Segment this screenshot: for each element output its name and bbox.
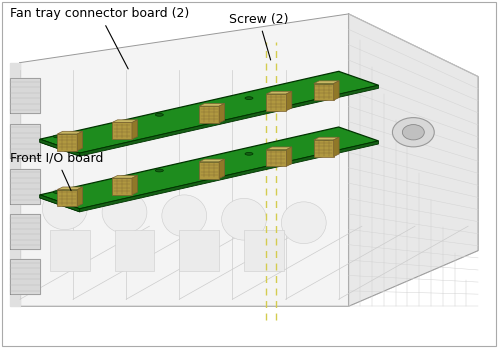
Bar	[179, 230, 219, 271]
Text: Fan tray connector board (2): Fan tray connector board (2)	[10, 7, 189, 69]
Polygon shape	[219, 103, 225, 123]
Polygon shape	[219, 159, 225, 179]
Polygon shape	[10, 214, 40, 249]
Ellipse shape	[322, 141, 330, 143]
Polygon shape	[314, 81, 339, 84]
Polygon shape	[10, 259, 40, 294]
Polygon shape	[40, 139, 80, 156]
Polygon shape	[286, 147, 292, 166]
Polygon shape	[266, 94, 286, 111]
Polygon shape	[314, 137, 339, 140]
Bar	[115, 230, 154, 271]
Polygon shape	[199, 159, 225, 162]
Polygon shape	[40, 127, 378, 209]
Polygon shape	[314, 140, 334, 157]
Polygon shape	[57, 134, 77, 151]
Polygon shape	[112, 175, 137, 178]
Polygon shape	[80, 141, 378, 212]
Polygon shape	[132, 175, 137, 195]
Polygon shape	[80, 85, 378, 156]
Polygon shape	[40, 195, 80, 212]
Polygon shape	[40, 71, 378, 153]
Circle shape	[402, 125, 424, 140]
Ellipse shape	[53, 191, 61, 193]
Polygon shape	[10, 169, 40, 204]
Polygon shape	[199, 162, 219, 179]
Ellipse shape	[102, 191, 147, 233]
Text: Front I/O board: Front I/O board	[10, 152, 104, 191]
Ellipse shape	[162, 195, 207, 237]
Ellipse shape	[222, 198, 266, 240]
Polygon shape	[266, 147, 292, 150]
Ellipse shape	[155, 113, 163, 116]
Polygon shape	[77, 187, 83, 206]
Ellipse shape	[322, 85, 330, 88]
Polygon shape	[77, 131, 83, 151]
Polygon shape	[57, 131, 83, 134]
Polygon shape	[40, 139, 80, 156]
Polygon shape	[266, 150, 286, 166]
Ellipse shape	[245, 152, 253, 155]
Ellipse shape	[53, 135, 61, 138]
Polygon shape	[266, 91, 292, 94]
Polygon shape	[57, 187, 83, 190]
Polygon shape	[57, 190, 77, 206]
Ellipse shape	[245, 97, 253, 100]
Polygon shape	[20, 14, 478, 306]
Polygon shape	[112, 120, 137, 122]
Text: Screw (2): Screw (2)	[229, 13, 288, 60]
Bar	[50, 230, 90, 271]
Polygon shape	[10, 78, 40, 113]
Polygon shape	[112, 178, 132, 195]
Ellipse shape	[155, 169, 163, 172]
Polygon shape	[132, 120, 137, 139]
Polygon shape	[10, 124, 40, 158]
Polygon shape	[334, 81, 339, 100]
Polygon shape	[40, 195, 80, 212]
Polygon shape	[199, 106, 219, 123]
Ellipse shape	[42, 188, 87, 230]
Polygon shape	[199, 103, 225, 106]
Circle shape	[392, 118, 434, 147]
Bar	[244, 230, 284, 271]
Polygon shape	[314, 84, 334, 100]
Ellipse shape	[281, 202, 326, 244]
Polygon shape	[286, 91, 292, 111]
Polygon shape	[10, 63, 20, 306]
Polygon shape	[112, 122, 132, 139]
Polygon shape	[349, 14, 478, 306]
Polygon shape	[334, 137, 339, 157]
